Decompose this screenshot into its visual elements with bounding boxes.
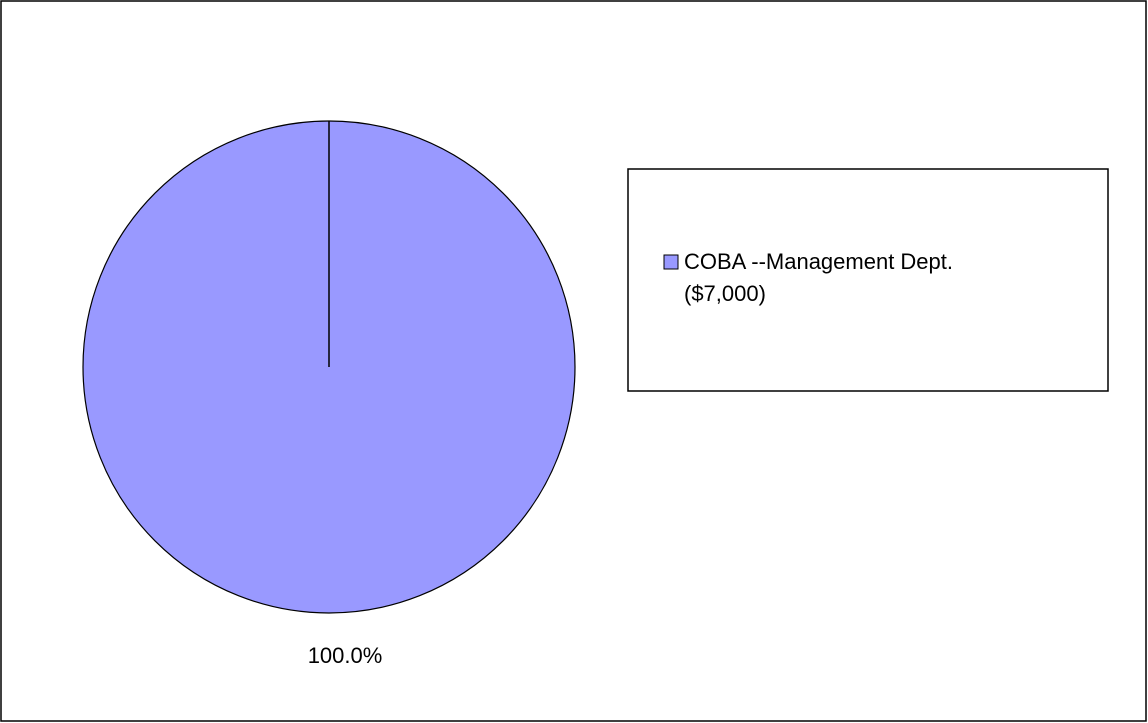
legend-label: COBA --Management Dept. ($7,000) bbox=[684, 249, 954, 306]
legend-swatch bbox=[663, 254, 679, 270]
legend-box bbox=[627, 168, 1109, 392]
data-label: 100.0% bbox=[308, 643, 383, 668]
